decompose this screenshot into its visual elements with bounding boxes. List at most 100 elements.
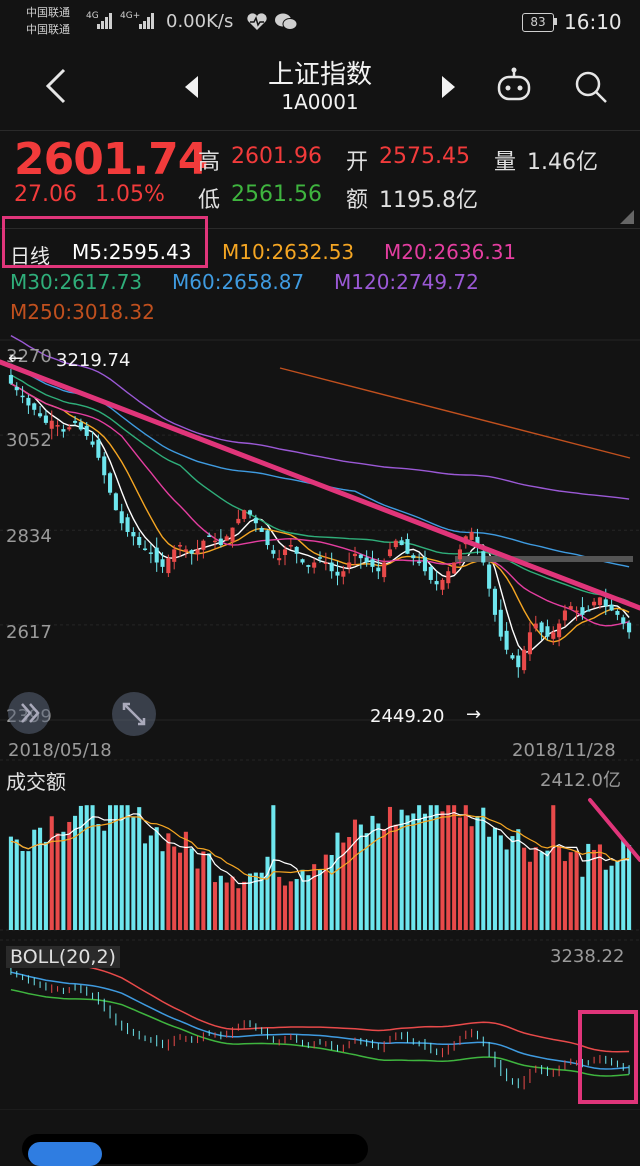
annotation-overlay xyxy=(0,359,640,1104)
turnover-bar xyxy=(358,824,363,930)
ma10-value: M10:2632.53 xyxy=(222,240,355,264)
period-label[interactable]: 日线 xyxy=(10,244,50,268)
candle-body xyxy=(282,549,288,556)
turnover-bar xyxy=(498,835,503,930)
turnover-bar xyxy=(370,815,375,930)
candle-body xyxy=(300,559,305,563)
turnover-bar xyxy=(108,805,113,930)
candle-body xyxy=(253,518,258,524)
candle-body xyxy=(177,545,183,547)
candle-body xyxy=(352,553,358,557)
turnover-bar xyxy=(177,852,183,930)
turnover-bar xyxy=(300,869,305,930)
turnover-bar xyxy=(428,805,433,930)
trend-line-annotation xyxy=(0,359,640,611)
bottom-toolbar-button[interactable] xyxy=(28,1142,102,1166)
candle-body xyxy=(574,610,579,612)
next-stock-icon[interactable] xyxy=(440,74,458,100)
turnover-bar xyxy=(504,849,509,930)
candle-body xyxy=(387,549,393,557)
battery-tip xyxy=(554,18,557,25)
low-value: 2561.56 xyxy=(231,182,322,207)
ma-legend: 日线 M5:2595.43 M10:2632.53 M20:2636.31 M3… xyxy=(0,216,640,330)
candle-body xyxy=(364,557,369,563)
ma5-value: M5:2595.43 xyxy=(72,240,192,264)
bottom-toolbar[interactable] xyxy=(22,1134,368,1166)
turnover-bar xyxy=(387,806,393,930)
candle-body xyxy=(370,559,375,567)
candle-body xyxy=(26,397,31,406)
candle-body xyxy=(323,562,328,565)
turnover-bar xyxy=(562,861,567,930)
candle-body xyxy=(14,386,19,391)
candle-body xyxy=(137,536,142,546)
current-price: 2601.74 xyxy=(14,134,208,185)
candle-body xyxy=(195,549,200,555)
candle-body xyxy=(242,510,247,519)
candle-body xyxy=(405,539,410,554)
quote-panel: 2601.74 27.06 1.05% 高 2601.96 低 2561.56 … xyxy=(0,132,640,224)
search-icon[interactable] xyxy=(572,68,610,106)
expand-corner-icon[interactable] xyxy=(620,210,634,224)
turnover-bar xyxy=(417,805,422,930)
turnover-label: 成交额 xyxy=(6,770,66,794)
turnover-bar xyxy=(14,839,19,930)
turnover-bar xyxy=(516,829,521,930)
turnover-bar xyxy=(172,846,177,930)
candle-body xyxy=(201,540,206,550)
turnover-bar xyxy=(551,805,556,930)
chart-area[interactable] xyxy=(0,330,640,1110)
turnover-bar xyxy=(55,833,60,930)
candle-body xyxy=(183,549,188,552)
turnover-bar xyxy=(253,872,258,930)
turnover-bar xyxy=(32,829,37,930)
candle-body xyxy=(294,546,299,554)
turnover-bar xyxy=(597,844,602,930)
turnover-bar xyxy=(67,821,72,930)
turnover-bar xyxy=(306,875,311,930)
back-arrow-icon[interactable] xyxy=(40,66,70,106)
candle-body xyxy=(119,511,124,524)
robot-assistant-icon[interactable] xyxy=(494,66,534,106)
candle-body xyxy=(113,493,118,511)
turnover-bar xyxy=(574,850,579,930)
turnover-bar xyxy=(609,865,614,930)
turnover-bar xyxy=(393,824,398,930)
turnover-bar xyxy=(627,845,632,930)
turnover-bar xyxy=(463,805,468,930)
high-value: 2601.96 xyxy=(231,144,322,169)
turnover-bar xyxy=(137,807,142,930)
ma30-value: M30:2617.73 xyxy=(10,270,143,294)
candle-body xyxy=(492,588,497,615)
candle-body xyxy=(154,547,159,563)
candle-body xyxy=(131,532,136,537)
turnover-bar xyxy=(376,823,381,930)
candle-body xyxy=(446,571,451,584)
network-type-1: 4G xyxy=(86,11,99,21)
candle-body xyxy=(230,527,235,542)
high-label: 高 xyxy=(198,150,221,175)
candle-body xyxy=(236,518,241,524)
wechat-icon xyxy=(275,13,298,30)
candle-body xyxy=(288,545,293,547)
min-arrow: → xyxy=(466,704,482,725)
turnover-bar xyxy=(288,881,293,930)
turnover-bars xyxy=(8,805,632,930)
candle-body xyxy=(580,607,585,615)
turnover-bar xyxy=(201,851,206,930)
turnover-bar xyxy=(102,830,107,930)
candle-body xyxy=(108,473,113,493)
kline-ma-lines xyxy=(10,334,633,654)
turnover-bar xyxy=(131,817,136,930)
ma-line-m20 xyxy=(10,382,630,627)
fullscreen-button[interactable] xyxy=(112,692,156,736)
collapse-button[interactable] xyxy=(8,692,50,734)
candle-body xyxy=(434,581,439,585)
turnover-ma-line xyxy=(10,814,630,880)
turnover-bar xyxy=(335,832,340,930)
network-type-2: 4G+ xyxy=(120,11,141,21)
candle-body xyxy=(399,540,404,546)
prev-stock-icon[interactable] xyxy=(182,74,200,100)
candle-body xyxy=(148,552,153,554)
boll-label[interactable]: BOLL(20,2) xyxy=(6,946,120,968)
